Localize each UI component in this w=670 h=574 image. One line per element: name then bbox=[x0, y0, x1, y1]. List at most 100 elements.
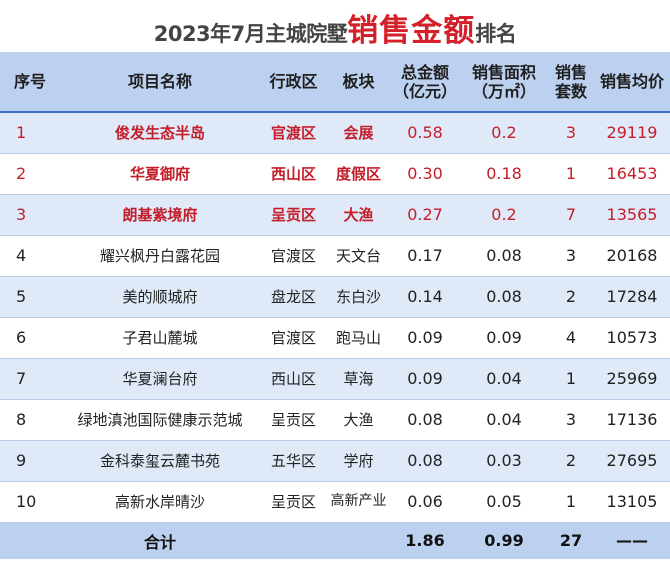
cell-area: 0.08 bbox=[486, 287, 522, 306]
cell-district: 官渡区 bbox=[270, 329, 316, 347]
cell-area: 0.2 bbox=[491, 205, 517, 224]
total-units: 27 bbox=[559, 531, 583, 551]
cell-price: 29119 bbox=[606, 123, 658, 143]
cell-rank: 3 bbox=[16, 205, 27, 224]
table-row: 1 俊发生态半岛 官渡区 会展 0.58 0.2 3 29119 bbox=[0, 112, 670, 153]
col-area: 销售面积（万㎡） bbox=[471, 62, 536, 101]
total-price: —— bbox=[616, 531, 648, 551]
cell-district: 五华区 bbox=[270, 452, 316, 470]
cell-amount: 0.27 bbox=[407, 205, 443, 224]
cell-amount: 0.30 bbox=[407, 164, 443, 183]
total-label: 合计 bbox=[143, 532, 176, 552]
cell-area: 0.08 bbox=[486, 246, 522, 265]
table-row: 7 华夏澜台府 西山区 草海 0.09 0.04 1 25969 bbox=[0, 358, 670, 399]
cell-district: 呈贡区 bbox=[270, 493, 316, 511]
cell-rank: 8 bbox=[16, 410, 27, 429]
table-row: 10 高新水岸晴沙 呈贡区 高新产业 0.06 0.05 1 13105 bbox=[0, 481, 670, 522]
cell-block: 大渔 bbox=[343, 411, 374, 429]
cell-price: 10573 bbox=[606, 328, 658, 347]
cell-area: 0.04 bbox=[486, 410, 522, 429]
cell-project: 绿地滇池国际健康示范城 bbox=[77, 411, 243, 429]
cell-block: 大渔 bbox=[343, 206, 374, 224]
cell-amount: 0.08 bbox=[407, 410, 443, 429]
cell-price: 20168 bbox=[606, 246, 658, 265]
cell-rank: 7 bbox=[16, 369, 27, 388]
cell-project: 美的顺城府 bbox=[122, 288, 198, 306]
cell-area: 0.2 bbox=[491, 123, 517, 143]
cell-area: 0.05 bbox=[486, 492, 522, 511]
col-district: 行政区 bbox=[269, 72, 318, 91]
cell-units: 2 bbox=[565, 451, 577, 470]
cell-units: 1 bbox=[565, 164, 577, 183]
cell-price: 13565 bbox=[606, 205, 658, 224]
cell-rank: 1 bbox=[16, 123, 27, 143]
ranking-table: 序号 项目名称 行政区 板块 总金额（亿元） 销售面积（万㎡） 销售套数 销售均… bbox=[0, 52, 670, 559]
cell-amount: 0.09 bbox=[407, 369, 443, 388]
col-amount: 总金额（亿元） bbox=[392, 62, 457, 101]
col-rank: 序号 bbox=[13, 72, 46, 91]
page-title: 2023年7月主城院墅 销售金额 排名 bbox=[0, 0, 670, 50]
cell-units: 4 bbox=[565, 328, 577, 347]
cell-block: 会展 bbox=[343, 124, 374, 143]
cell-price: 27695 bbox=[606, 451, 658, 470]
cell-units: 1 bbox=[565, 492, 577, 511]
total-amount: 1.86 bbox=[405, 531, 445, 551]
cell-area: 0.04 bbox=[486, 369, 522, 388]
cell-units: 3 bbox=[565, 123, 577, 143]
cell-area: 0.18 bbox=[486, 164, 522, 183]
cell-rank: 6 bbox=[16, 328, 27, 347]
col-block: 板块 bbox=[342, 72, 375, 91]
cell-price: 17284 bbox=[606, 287, 658, 306]
table-row: 4 耀兴枫丹白露花园 官渡区 天文台 0.17 0.08 3 20168 bbox=[0, 235, 670, 276]
cell-amount: 0.06 bbox=[407, 492, 443, 511]
cell-district: 官渡区 bbox=[270, 247, 316, 265]
cell-amount: 0.17 bbox=[407, 246, 443, 265]
cell-rank: 5 bbox=[16, 287, 27, 306]
cell-district: 呈贡区 bbox=[270, 411, 316, 429]
table-row: 8 绿地滇池国际健康示范城 呈贡区 大渔 0.08 0.04 3 17136 bbox=[0, 399, 670, 440]
col-price: 销售均价 bbox=[599, 72, 664, 91]
cell-district: 盘龙区 bbox=[270, 288, 316, 306]
table-row: 2 华夏御府 西山区 度假区 0.30 0.18 1 16453 bbox=[0, 153, 670, 194]
cell-block: 跑马山 bbox=[335, 329, 381, 347]
cell-block: 学府 bbox=[343, 452, 374, 470]
title-prefix: 2023年7月主城院墅 bbox=[153, 22, 348, 46]
cell-amount: 0.58 bbox=[407, 123, 443, 143]
cell-district: 西山区 bbox=[270, 370, 316, 388]
table-row: 3 朗基紫境府 呈贡区 大渔 0.27 0.2 7 13565 bbox=[0, 194, 670, 235]
cell-price: 17136 bbox=[606, 410, 658, 429]
cell-area: 0.03 bbox=[486, 451, 522, 470]
cell-units: 3 bbox=[565, 410, 577, 429]
cell-block: 草海 bbox=[343, 370, 374, 388]
cell-district: 西山区 bbox=[270, 165, 316, 183]
cell-rank: 4 bbox=[16, 246, 27, 265]
cell-block: 东白沙 bbox=[335, 288, 381, 306]
cell-price: 16453 bbox=[606, 164, 658, 183]
col-units: 销售套数 bbox=[554, 62, 587, 101]
cell-project: 华夏御府 bbox=[129, 165, 190, 183]
table-row: 6 子君山麓城 官渡区 跑马山 0.09 0.09 4 10573 bbox=[0, 317, 670, 358]
cell-area: 0.09 bbox=[486, 328, 522, 347]
total-row: 合计 1.86 0.99 27 —— bbox=[0, 522, 670, 559]
cell-project: 朗基紫境府 bbox=[122, 206, 198, 224]
cell-project: 华夏澜台府 bbox=[122, 370, 198, 388]
table-row: 5 美的顺城府 盘龙区 东白沙 0.14 0.08 2 17284 bbox=[0, 276, 670, 317]
table-row: 9 金科泰玺云麓书苑 五华区 学府 0.08 0.03 2 27695 bbox=[0, 440, 670, 481]
cell-amount: 0.09 bbox=[407, 328, 443, 347]
cell-amount: 0.14 bbox=[407, 287, 443, 306]
title-suffix: 排名 bbox=[475, 22, 517, 46]
cell-units: 3 bbox=[565, 246, 577, 265]
cell-rank: 10 bbox=[16, 492, 37, 511]
cell-block: 度假区 bbox=[335, 165, 381, 183]
cell-project: 金科泰玺云麓书苑 bbox=[99, 452, 220, 470]
table-header: 序号 项目名称 行政区 板块 总金额（亿元） 销售面积（万㎡） 销售套数 销售均… bbox=[0, 52, 670, 112]
col-project: 项目名称 bbox=[127, 72, 192, 91]
cell-district: 官渡区 bbox=[270, 124, 316, 143]
cell-amount: 0.08 bbox=[407, 451, 443, 470]
cell-district: 呈贡区 bbox=[270, 206, 316, 224]
cell-price: 25969 bbox=[606, 369, 658, 388]
cell-rank: 2 bbox=[16, 164, 27, 183]
cell-units: 1 bbox=[565, 369, 577, 388]
cell-units: 2 bbox=[565, 287, 577, 306]
